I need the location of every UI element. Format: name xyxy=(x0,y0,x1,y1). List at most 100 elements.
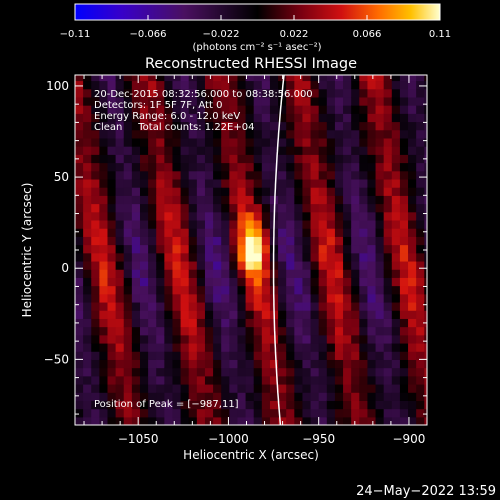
heatmap-cell xyxy=(115,203,125,213)
heatmap-cell xyxy=(286,96,295,106)
heatmap-cell xyxy=(269,105,279,114)
heatmap-cell xyxy=(213,187,222,196)
x-tick-label: −900 xyxy=(392,432,425,446)
heatmap-cell xyxy=(424,400,427,410)
heatmap-cell xyxy=(383,301,393,311)
heatmap-cell xyxy=(253,351,263,360)
heatmap-cell xyxy=(334,269,344,278)
heatmap-cell xyxy=(156,162,165,172)
heatmap-cell xyxy=(204,203,214,213)
heatmap-cell xyxy=(424,80,427,90)
heatmap-cell xyxy=(302,178,312,188)
heatmap-cell xyxy=(91,137,100,147)
heatmap-cell xyxy=(253,88,263,98)
heatmap-cell xyxy=(99,96,109,106)
heatmap-cell xyxy=(229,211,239,221)
heatmap-cell xyxy=(253,96,263,106)
heatmap-cell xyxy=(399,342,409,352)
heatmap-cell xyxy=(204,228,214,237)
heatmap-cell xyxy=(302,318,312,328)
heatmap-cell xyxy=(131,400,141,410)
heatmap-cell xyxy=(204,301,214,311)
heatmap-cell xyxy=(261,400,271,410)
heatmap-cell xyxy=(375,326,385,336)
heatmap-cell xyxy=(383,178,393,188)
heatmap-cell xyxy=(99,203,109,213)
heatmap-cell xyxy=(359,121,369,131)
heatmap-cell xyxy=(83,334,92,344)
heatmap-cell xyxy=(75,236,84,246)
heatmap-cell xyxy=(253,310,263,319)
heatmap-cell xyxy=(213,400,222,410)
heatmap-cell xyxy=(278,219,287,229)
heatmap-cell xyxy=(180,228,190,237)
heatmap-cell xyxy=(310,252,320,262)
heatmap-cell xyxy=(107,170,117,180)
heatmap-cell xyxy=(351,375,360,385)
heatmap-cell xyxy=(391,367,401,377)
heatmap-cell xyxy=(99,162,109,172)
heatmap-cell xyxy=(123,252,133,262)
heatmap-cell xyxy=(294,113,304,123)
heatmap-cell xyxy=(278,392,287,401)
heatmap-cell xyxy=(269,342,279,352)
heatmap-cell xyxy=(334,416,344,425)
heatmap-cell xyxy=(229,244,239,254)
heatmap-cell xyxy=(334,285,344,295)
heatmap-cell xyxy=(180,252,190,262)
heatmap-cell xyxy=(123,105,133,114)
heatmap-cell xyxy=(326,400,336,410)
heatmap-cell xyxy=(318,277,328,287)
heatmap-cell xyxy=(115,383,125,393)
heatmap-cell xyxy=(286,408,295,418)
heatmap-cell xyxy=(278,367,287,377)
heatmap-cell xyxy=(213,310,222,319)
heatmap-cell xyxy=(278,318,287,328)
heatmap-cell xyxy=(294,211,304,221)
heatmap-cell xyxy=(164,236,174,246)
heatmap-cell xyxy=(326,326,336,336)
heatmap-cell xyxy=(75,383,84,393)
heatmap-cell xyxy=(424,301,427,311)
heatmap-cell xyxy=(294,293,304,303)
colorbar-frame xyxy=(74,3,441,21)
heatmap-cell xyxy=(343,236,352,246)
heatmap-cell xyxy=(261,252,271,262)
heatmap-cell xyxy=(245,326,255,336)
heatmap-cell xyxy=(359,228,369,237)
heatmap-cell xyxy=(131,146,141,155)
heatmap-cell xyxy=(172,318,182,328)
heatmap-cell xyxy=(408,367,417,377)
heatmap-cell xyxy=(334,400,344,410)
heatmap-cell xyxy=(237,318,247,328)
heatmap-cell xyxy=(359,334,369,344)
heatmap-cell xyxy=(294,162,304,172)
heatmap-cell xyxy=(286,318,295,328)
heatmap-cell xyxy=(99,228,109,237)
heatmap-cell xyxy=(375,269,385,278)
heatmap-cell xyxy=(318,334,328,344)
heatmap-cell xyxy=(408,113,417,123)
heatmap-cell xyxy=(310,211,320,221)
heatmap-cell xyxy=(75,318,84,328)
heatmap-cell xyxy=(310,326,320,336)
heatmap-cell xyxy=(253,359,263,369)
heatmap-cell xyxy=(107,236,117,246)
heatmap-cell xyxy=(399,211,409,221)
heatmap-cell xyxy=(416,88,425,98)
heatmap-cell xyxy=(294,359,304,369)
heatmap-cell xyxy=(139,318,149,328)
heatmap-cell xyxy=(359,293,369,303)
heatmap-cell xyxy=(172,334,182,344)
heatmap-cell xyxy=(131,367,141,377)
y-tick-label: 50 xyxy=(54,170,69,184)
heatmap-cell xyxy=(245,211,255,221)
heatmap-cell xyxy=(359,105,369,114)
heatmap-cell xyxy=(294,219,304,229)
heatmap-cell xyxy=(99,75,109,82)
heatmap-cell xyxy=(139,367,149,377)
heatmap-cell xyxy=(367,408,377,418)
heatmap-cell xyxy=(367,187,377,196)
heatmap-cell xyxy=(294,375,304,385)
